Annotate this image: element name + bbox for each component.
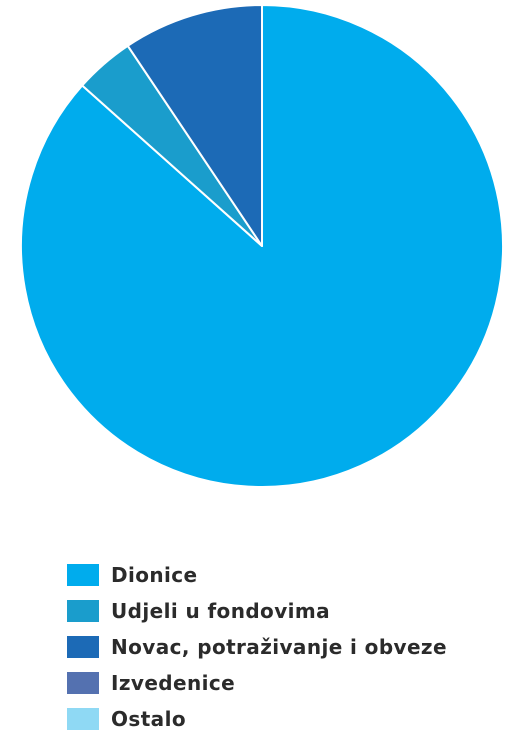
- legend-swatch: [67, 635, 99, 658]
- legend-swatch: [67, 671, 99, 694]
- pie-slice-2[interactable]: [126, 4, 263, 247]
- legend-item[interactable]: Dionice: [67, 562, 447, 587]
- legend-item[interactable]: Novac, potraživanje i obveze: [67, 634, 447, 659]
- legend-item[interactable]: Izvedenice: [67, 670, 447, 695]
- pie-chart: [20, 4, 504, 488]
- legend-swatch: [67, 563, 99, 586]
- legend-label: Dionice: [111, 562, 198, 587]
- legend-label: Novac, potraživanje i obveze: [111, 634, 447, 659]
- legend-label: Udjeli u fondovima: [111, 598, 331, 623]
- legend-swatch: [67, 707, 99, 730]
- chart-legend: Dionice Udjeli u fondovima Novac, potraživ…: [67, 562, 447, 742]
- legend-label: Ostalo: [111, 706, 186, 731]
- legend-item[interactable]: Udjeli u fondovima: [67, 598, 447, 623]
- legend-label: Izvedenice: [111, 670, 236, 695]
- legend-swatch: [67, 599, 99, 622]
- legend-item[interactable]: Ostalo: [67, 706, 447, 731]
